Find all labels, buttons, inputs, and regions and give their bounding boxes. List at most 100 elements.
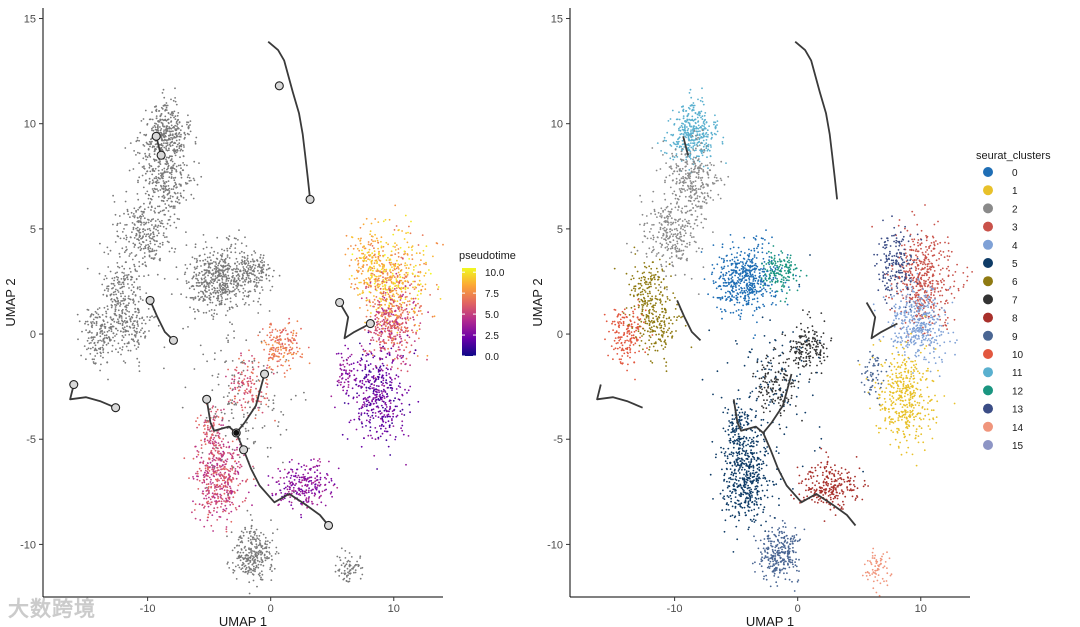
cell-point <box>401 429 404 432</box>
cell-point <box>220 483 223 485</box>
cell-point <box>221 479 224 482</box>
cell-point <box>243 392 246 394</box>
cell-point <box>160 174 162 177</box>
cell-point <box>301 489 304 492</box>
cell-point <box>131 258 134 261</box>
cell-point <box>174 124 177 127</box>
cell-point <box>208 263 210 266</box>
cell-point <box>105 315 108 318</box>
cell-point <box>358 256 361 259</box>
cell-point <box>192 500 194 503</box>
cell-point <box>103 251 106 254</box>
cell-point <box>220 500 223 503</box>
cell-point <box>147 233 150 235</box>
cell-point <box>207 490 210 492</box>
cell-point <box>369 305 372 307</box>
cell-point <box>361 369 364 372</box>
cell-point <box>100 324 103 326</box>
cell-point <box>168 149 170 152</box>
cell-point <box>370 383 373 386</box>
cell-point <box>167 122 170 125</box>
cell-point <box>157 195 160 198</box>
cell-point <box>117 322 120 325</box>
cell-point <box>380 268 383 271</box>
cell-point <box>121 339 123 342</box>
cell-point <box>355 428 358 431</box>
cell-point <box>343 565 346 568</box>
cell-point <box>191 277 194 280</box>
cell-point <box>167 210 170 212</box>
cell-point <box>236 544 239 547</box>
cell-point <box>86 348 88 351</box>
cell-point <box>283 355 285 357</box>
cell-point <box>150 141 152 144</box>
cell-point <box>210 259 212 262</box>
cell-point <box>252 536 255 539</box>
cell-point <box>301 485 304 487</box>
cell-point <box>132 327 135 329</box>
cell-point <box>217 416 220 418</box>
cell-point <box>127 304 129 306</box>
cell-point <box>255 543 258 546</box>
cell-point <box>216 291 219 293</box>
cell-point <box>377 371 380 373</box>
cell-point <box>343 573 346 576</box>
cell-point <box>217 442 220 444</box>
cell-point <box>246 392 249 395</box>
cell-point <box>425 245 428 248</box>
cell-point <box>389 298 392 301</box>
cell-point <box>351 387 354 390</box>
cell-point <box>138 152 141 155</box>
cell-point <box>141 213 144 216</box>
cell-point <box>284 486 287 489</box>
cell-point <box>374 288 377 291</box>
cell-point <box>367 364 370 367</box>
cell-point <box>265 382 267 385</box>
cell-point <box>372 403 375 405</box>
cell-point <box>388 304 390 307</box>
cell-point <box>179 172 182 175</box>
cell-point <box>367 331 370 334</box>
cell-point <box>106 246 109 249</box>
cell-point <box>126 342 129 345</box>
cell-point <box>307 346 310 349</box>
cell-point <box>398 273 401 276</box>
cell-point <box>263 547 266 550</box>
cell-point <box>165 126 168 129</box>
cell-point <box>396 321 398 324</box>
cell-point <box>223 500 225 502</box>
cell-point <box>117 291 120 293</box>
cell-point <box>405 271 408 274</box>
cell-point <box>404 286 407 289</box>
cell-point <box>216 470 219 472</box>
cell-point <box>146 156 149 159</box>
cell-point <box>110 298 112 301</box>
cell-point <box>382 318 385 321</box>
cell-point <box>381 265 384 268</box>
cell-point <box>207 513 210 516</box>
cell-point <box>276 335 278 338</box>
cell-point <box>99 347 102 349</box>
cell-point <box>244 302 247 304</box>
cell-point <box>228 267 231 270</box>
cell-point <box>161 123 164 126</box>
cell-point <box>246 257 249 260</box>
cell-points <box>76 87 444 595</box>
cell-point <box>386 415 389 418</box>
cell-point <box>236 557 239 560</box>
cell-point <box>148 219 150 221</box>
cell-point <box>255 540 257 542</box>
cell-point <box>365 304 368 306</box>
cell-point <box>169 155 171 158</box>
cell-point <box>375 332 377 335</box>
cell-point <box>159 242 162 245</box>
cell-point <box>362 397 365 400</box>
cell-point <box>392 299 394 302</box>
cell-point <box>213 250 216 253</box>
cell-point <box>252 398 255 400</box>
cell-point <box>295 482 297 485</box>
cell-point <box>161 92 164 94</box>
cell-point <box>141 166 144 168</box>
cell-point <box>412 331 414 334</box>
cell-point <box>211 496 214 499</box>
